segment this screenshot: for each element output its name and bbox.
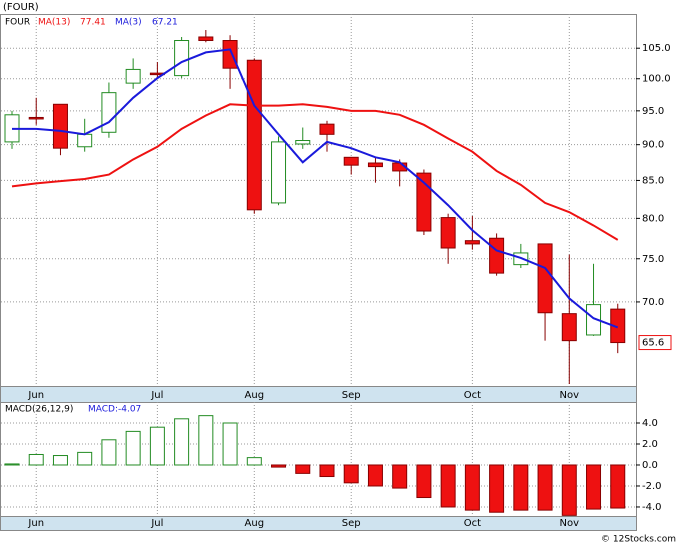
y-tick-label: -4.0 (642, 502, 662, 513)
footer: © 12Stocks.com (601, 535, 676, 545)
macd-bar (416, 464, 432, 499)
macd-bar (271, 464, 287, 468)
macd-title: MACD(26,12,9) (5, 405, 73, 415)
ma-line (12, 48, 619, 329)
candle-body (343, 156, 359, 166)
x-tick-label: Jul (150, 518, 163, 529)
x-tick-label: Sep (342, 390, 361, 401)
y-tick-label: -2.0 (642, 481, 662, 492)
macd-bar (537, 464, 553, 511)
legend-entry: MA(13) (38, 18, 70, 28)
x-tick-label: Aug (245, 518, 265, 529)
y-tick-label: 85.0 (642, 175, 664, 186)
y-tick-label: 75.0 (642, 254, 664, 265)
x-tick-label: Oct (464, 518, 481, 529)
legend-entry: MA(3) (115, 18, 142, 28)
macd-legend-label: MACD: (88, 405, 118, 415)
price-panel (0, 14, 637, 387)
legend-value: 67.21 (152, 18, 178, 28)
legend-symbol: FOUR (5, 18, 30, 28)
candle-body (295, 140, 311, 145)
macd-bar (4, 463, 20, 466)
x-tick-label: Sep (342, 518, 361, 529)
y-tick-label: 90.0 (642, 140, 664, 151)
x-tick-label: Nov (560, 390, 580, 401)
candle-body (464, 240, 480, 245)
candle-body (561, 313, 577, 342)
macd-legend-value: -4.07 (118, 405, 141, 415)
legend-value: 77.41 (80, 18, 106, 28)
y-tick-label: 80.0 (642, 213, 664, 224)
macd-bar (561, 464, 577, 516)
y-tick-label: 0.0 (642, 460, 658, 471)
candle-body (77, 133, 93, 148)
macd-bar (513, 464, 529, 511)
candle-body (440, 217, 456, 249)
candle-body (489, 237, 505, 274)
candle-body (586, 304, 602, 336)
macd-bar (28, 453, 44, 466)
x-axis-strip (0, 516, 637, 531)
macd-bar (586, 464, 602, 510)
x-axis-strip (0, 386, 637, 403)
x-tick-label: Jun (27, 518, 44, 529)
macd-bar (610, 464, 626, 509)
x-tick-label: Jun (27, 390, 44, 401)
candle-body (319, 123, 335, 135)
macd-bar (101, 439, 117, 466)
macd-bar (343, 464, 359, 484)
candle-body (101, 92, 117, 133)
macd-bar (392, 464, 408, 489)
candle-body (174, 40, 190, 77)
macd-bar (149, 426, 165, 466)
y-tick-label: 2.0 (642, 439, 658, 450)
macd-bar (198, 415, 214, 466)
x-tick-label: Oct (464, 390, 481, 401)
candle-body (246, 59, 262, 211)
macd-bar (174, 418, 190, 466)
candle-body (198, 36, 214, 42)
macd-bar (77, 451, 93, 466)
candle-body (537, 243, 553, 314)
macd-bar (222, 422, 238, 466)
x-tick-label: Jul (150, 390, 163, 401)
candle-body (416, 172, 432, 232)
macd-bar (464, 464, 480, 511)
y-tick-label: 4.0 (642, 418, 658, 429)
macd-bar (125, 430, 141, 466)
y-tick-label: 100.0 (642, 74, 671, 85)
y-tick-label: 95.0 (642, 106, 664, 117)
x-tick-label: Nov (560, 518, 580, 529)
macd-bar (52, 455, 68, 466)
y-tick-label: 70.0 (642, 297, 664, 308)
macd-bar (319, 464, 335, 478)
candle-body (52, 103, 68, 149)
last-price-box (638, 335, 672, 351)
last-price-label: 65.6 (642, 338, 664, 349)
y-tick-label: 105.0 (642, 43, 671, 54)
candle-body (271, 141, 287, 204)
macd-bar (440, 464, 456, 508)
candle-body (28, 116, 44, 120)
macd-bar (489, 464, 505, 513)
chart-title: (FOUR) (3, 2, 39, 13)
macd-bar (295, 464, 311, 474)
macd-bar (246, 457, 262, 466)
ma-line (11, 103, 619, 241)
candle-body (222, 40, 238, 69)
candle-body (125, 68, 141, 84)
x-tick-label: Aug (245, 390, 265, 401)
macd-bar (367, 464, 383, 487)
candle-body (367, 162, 383, 168)
